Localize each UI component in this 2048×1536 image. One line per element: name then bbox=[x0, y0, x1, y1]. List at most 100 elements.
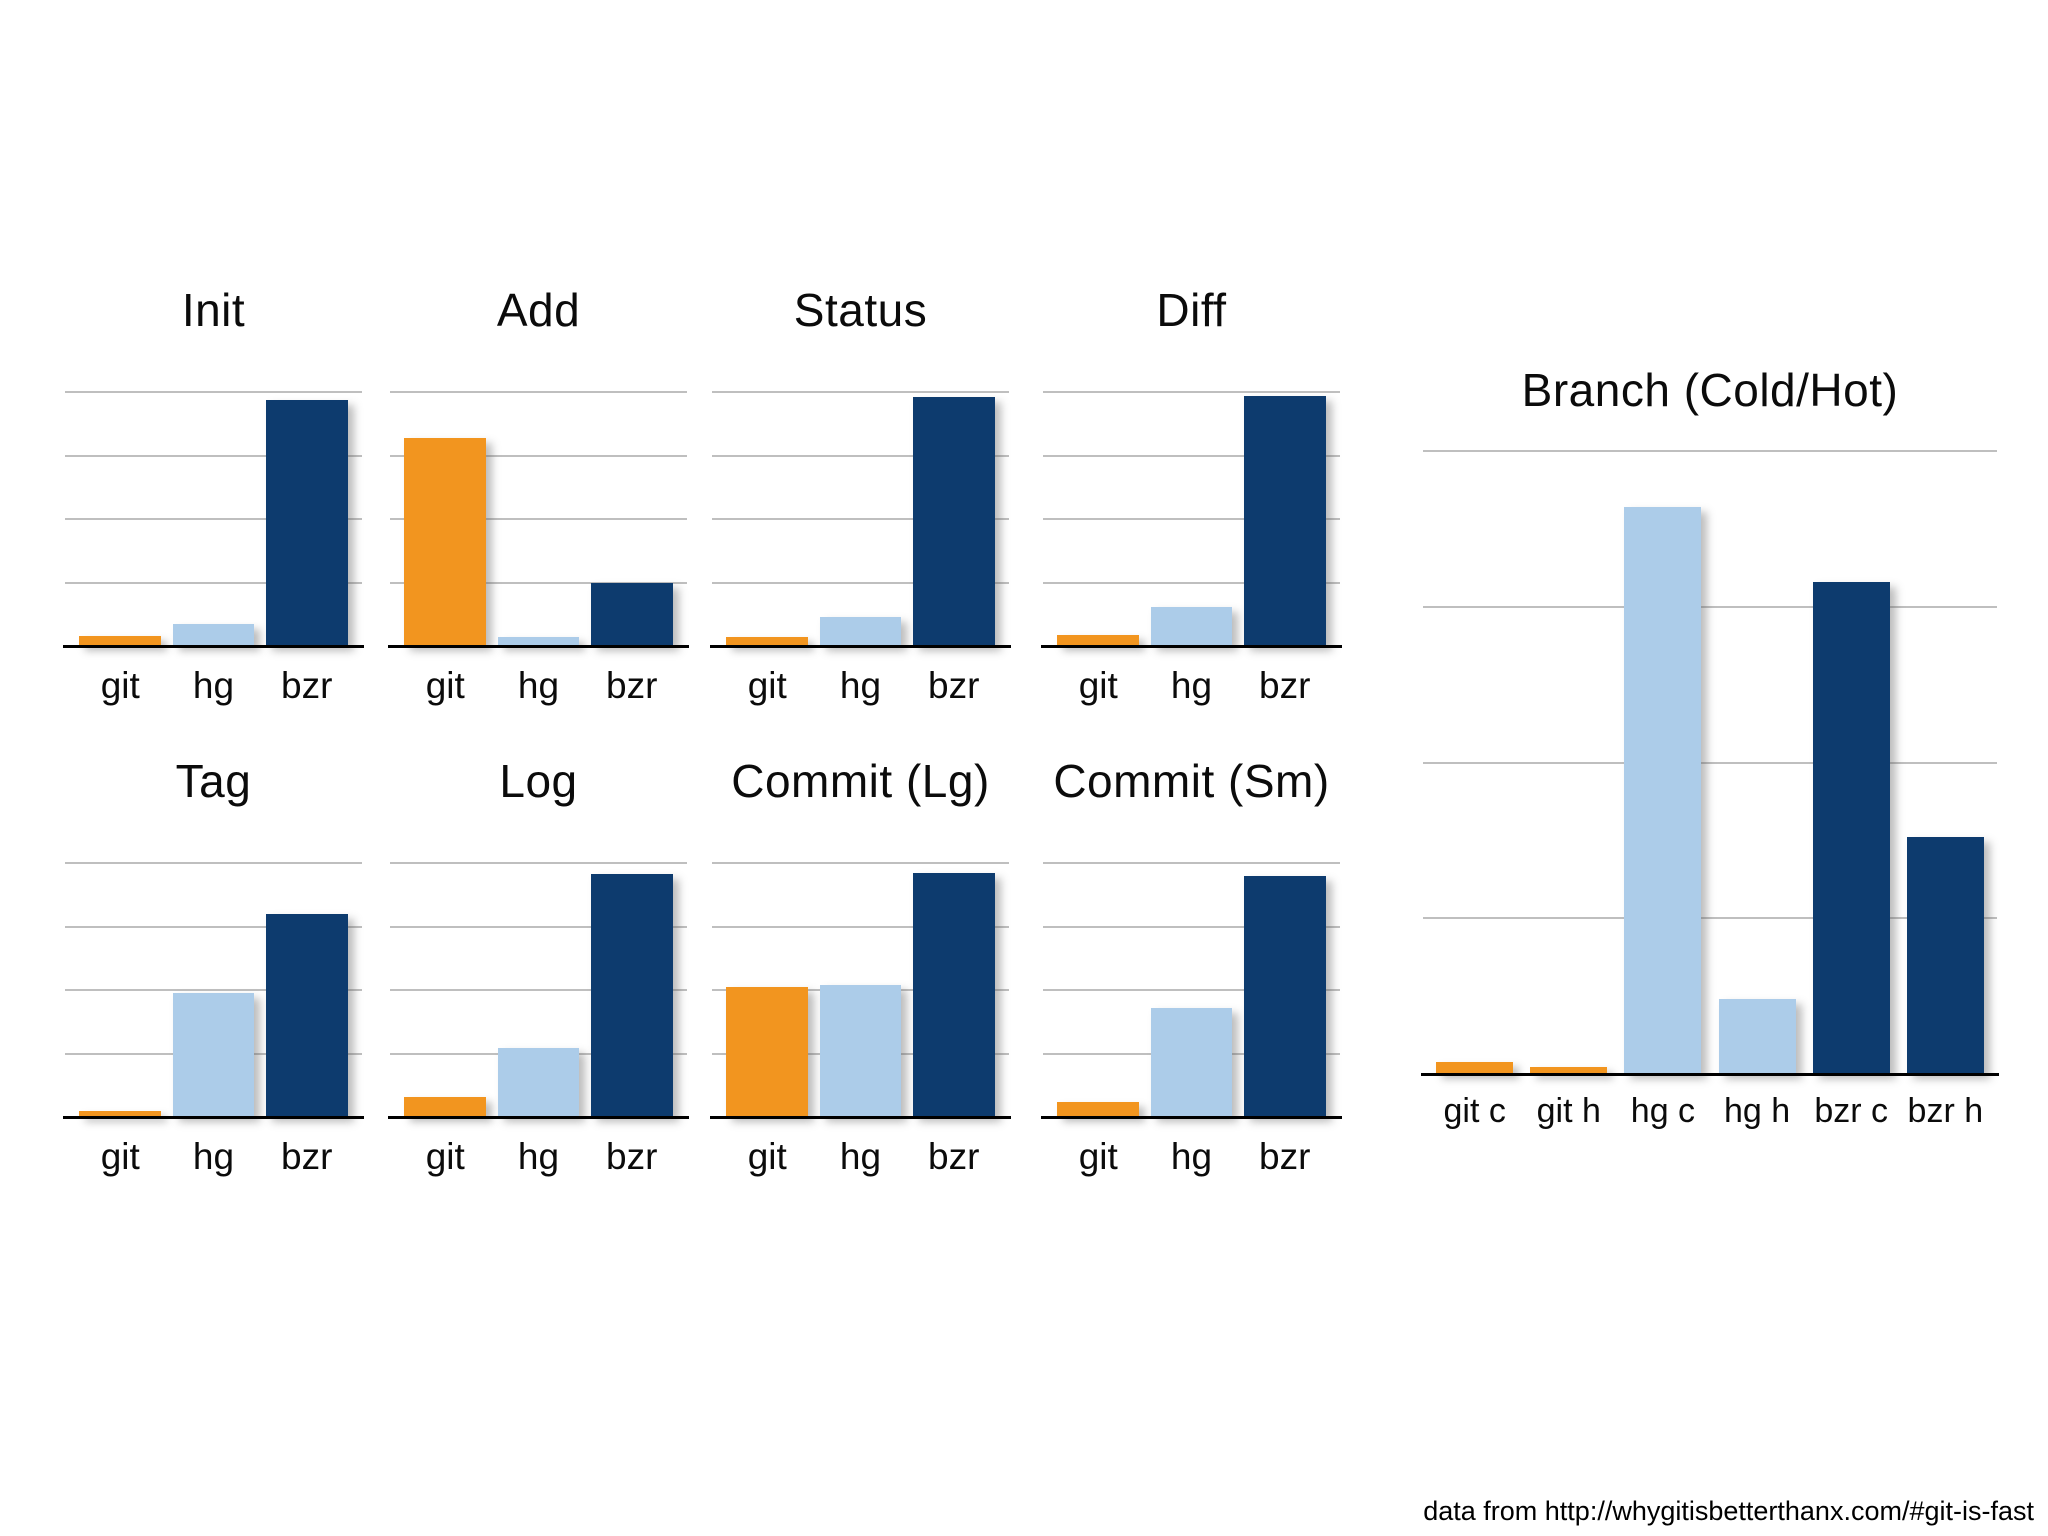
category-label-hg: hg bbox=[1170, 665, 1213, 706]
bar-bzr-h bbox=[1906, 837, 1984, 1074]
chart-title: Init bbox=[181, 284, 246, 336]
bar-hg bbox=[497, 637, 580, 646]
chart-commit-lg: Commit (Lg) git hg bzr bbox=[710, 740, 1011, 1210]
chart-category-labels: git hg bzr bbox=[65, 1132, 362, 1182]
gridline bbox=[1423, 605, 1997, 608]
category-label-hg: hg bbox=[192, 1136, 235, 1177]
chart-title: Status bbox=[793, 284, 928, 336]
gridline bbox=[1043, 581, 1340, 584]
bar-bzr bbox=[1243, 875, 1326, 1117]
category-label-hg: hg bbox=[517, 1136, 560, 1177]
chart-plot-area bbox=[1421, 450, 1999, 1076]
x-axis-baseline bbox=[388, 1116, 689, 1119]
category-label-hg: hg bbox=[839, 665, 882, 706]
chart-plot-area bbox=[710, 862, 1011, 1119]
chart-tag: Tag git hg bzr bbox=[63, 740, 364, 1210]
gridline bbox=[390, 581, 687, 584]
category-label-bzr: bzr bbox=[1259, 1136, 1311, 1177]
chart-commit-sm: Commit (Sm) git hg bzr bbox=[1041, 740, 1342, 1210]
chart-plot-area bbox=[1041, 862, 1342, 1119]
gridline bbox=[1043, 454, 1340, 457]
category-label-git-c: git c bbox=[1443, 1092, 1506, 1130]
bar-bzr bbox=[590, 582, 673, 646]
bar-git bbox=[1057, 634, 1140, 646]
category-label-bzr: bzr bbox=[281, 1136, 333, 1177]
category-label-git: git bbox=[100, 665, 140, 706]
category-label-bzr: bzr bbox=[606, 665, 658, 706]
chart-title: Commit (Sm) bbox=[1053, 755, 1330, 807]
x-axis-baseline bbox=[63, 1116, 364, 1119]
gridline bbox=[712, 925, 1009, 928]
gridline bbox=[712, 391, 1009, 393]
chart-status: Status git hg bzr bbox=[710, 269, 1011, 739]
bar-hg bbox=[497, 1048, 580, 1117]
chart-plot-area bbox=[63, 391, 364, 648]
category-label-hg: hg bbox=[1170, 1136, 1213, 1177]
x-axis-baseline bbox=[1041, 645, 1342, 648]
bar-hg-c bbox=[1624, 507, 1702, 1074]
category-label-git: git bbox=[425, 665, 465, 706]
bar-git bbox=[726, 987, 809, 1117]
category-label-git: git bbox=[1078, 665, 1118, 706]
gridline bbox=[65, 925, 362, 928]
chart-diff: Diff git hg bzr bbox=[1041, 269, 1342, 739]
bar-git bbox=[726, 637, 809, 646]
x-axis-baseline bbox=[710, 1116, 1011, 1119]
chart-title: Add bbox=[496, 284, 581, 336]
gridline bbox=[712, 454, 1009, 457]
bar-bzr bbox=[265, 399, 348, 646]
chart-plot-area bbox=[710, 391, 1011, 648]
bar-hg bbox=[172, 624, 255, 646]
gridline bbox=[390, 454, 687, 457]
bar-hg-h bbox=[1718, 999, 1796, 1074]
category-label-bzr: bzr bbox=[928, 1136, 980, 1177]
gridline bbox=[65, 862, 362, 864]
bar-hg bbox=[172, 992, 255, 1117]
chart-title: Branch (Cold/Hot) bbox=[1521, 364, 1899, 416]
chart-branch-cold-hot: Branch (Cold/Hot) git c git h hg c hg h bzr c… bbox=[1421, 340, 1999, 1150]
bar-git bbox=[79, 635, 162, 646]
chart-plot-area bbox=[63, 862, 364, 1119]
category-label-git: git bbox=[747, 665, 787, 706]
chart-add: Add git hg bzr bbox=[388, 269, 689, 739]
gridline bbox=[65, 454, 362, 457]
footer-source-text: data from http://whygitisbetterthanx.com… bbox=[1423, 1496, 2034, 1526]
gridline bbox=[390, 391, 687, 393]
gridline bbox=[65, 391, 362, 393]
category-label-git: git bbox=[425, 1136, 465, 1177]
category-label-git: git bbox=[100, 1136, 140, 1177]
gridline bbox=[1423, 917, 1997, 920]
category-label-git-h: git h bbox=[1536, 1092, 1601, 1130]
category-label-hg: hg bbox=[517, 665, 560, 706]
chart-log: Log git hg bzr bbox=[388, 740, 689, 1210]
bar-bzr bbox=[912, 873, 995, 1117]
bar-hg bbox=[819, 616, 902, 646]
gridline bbox=[390, 925, 687, 928]
chart-plot-area bbox=[388, 862, 689, 1119]
chart-category-labels: git hg bzr bbox=[712, 661, 1009, 711]
chart-plot-area bbox=[1041, 391, 1342, 648]
gridline bbox=[1043, 391, 1340, 393]
chart-category-labels: git c git h hg c hg h bzr c bzr h bbox=[1423, 1086, 1997, 1136]
category-label-bzr-c: bzr c bbox=[1814, 1092, 1889, 1130]
category-label-bzr: bzr bbox=[606, 1136, 658, 1177]
chart-plot-area bbox=[388, 391, 689, 648]
bar-bzr bbox=[590, 874, 673, 1117]
gridline bbox=[1043, 989, 1340, 991]
category-label-git: git bbox=[747, 1136, 787, 1177]
gridline bbox=[1423, 450, 1997, 452]
gridline bbox=[712, 862, 1009, 864]
category-label-hg-c: hg c bbox=[1630, 1092, 1696, 1130]
bar-bzr bbox=[1243, 395, 1326, 646]
chart-title: Tag bbox=[175, 755, 252, 807]
gridline bbox=[712, 518, 1009, 520]
bar-git bbox=[1057, 1101, 1140, 1117]
bar-git-h bbox=[1530, 1066, 1608, 1074]
bar-bzr bbox=[912, 397, 995, 646]
bar-bzr-c bbox=[1812, 581, 1890, 1074]
category-label-bzr: bzr bbox=[928, 665, 980, 706]
bar-bzr bbox=[265, 913, 348, 1117]
chart-category-labels: git hg bzr bbox=[1043, 1132, 1340, 1182]
bar-hg bbox=[1150, 606, 1233, 646]
